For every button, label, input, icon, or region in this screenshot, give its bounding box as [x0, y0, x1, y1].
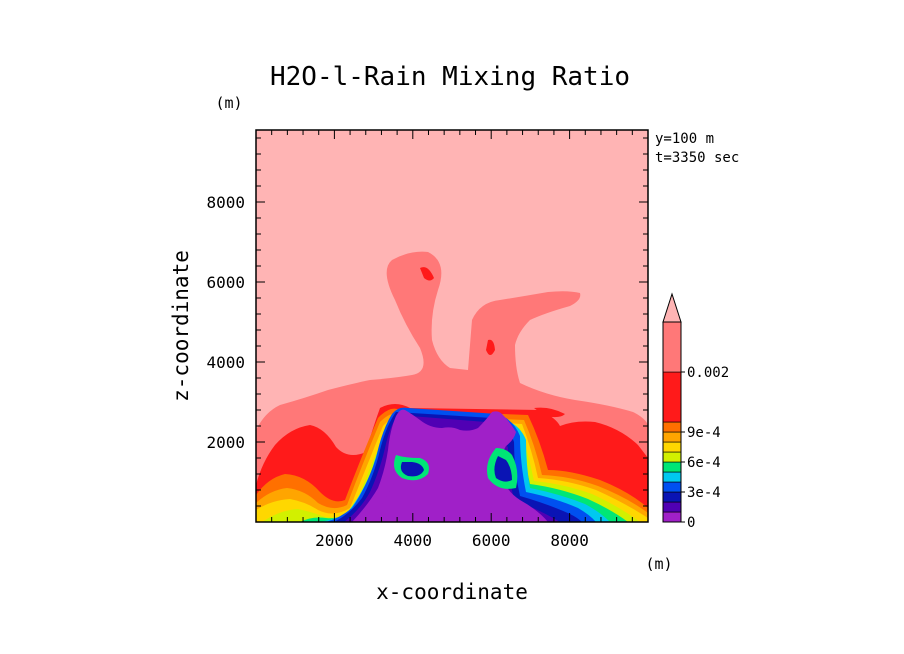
y-tick-label: 6000 — [206, 273, 245, 292]
contour-field — [256, 130, 648, 522]
colorbar-band — [662, 481, 682, 493]
colorbar-band — [662, 321, 682, 373]
colorbar-band — [662, 461, 682, 473]
colorbar-band — [662, 471, 682, 483]
contour-core-fill — [372, 438, 536, 522]
x-axis-label: x-coordinate — [376, 580, 528, 604]
colorbar-band — [662, 491, 682, 503]
x-tick-labels: 2000 4000 6000 8000 — [315, 531, 589, 550]
x-unit-label: (m) — [645, 555, 672, 573]
colorbar-label: 0 — [687, 515, 695, 531]
y-tick-labels: 2000 4000 6000 8000 — [206, 193, 245, 452]
axis-ticks — [255, 130, 649, 523]
colorbar-band — [662, 431, 682, 443]
chart-title: H2O-l-Rain Mixing Ratio — [270, 62, 630, 92]
colorbar-frame — [662, 321, 682, 523]
colorbar-band — [662, 371, 682, 423]
contour-spot-2 — [486, 339, 495, 355]
colorbar-label: 0.002 — [687, 365, 729, 381]
colorbar-label: 9e-4 — [687, 425, 721, 441]
contour-core-loop-left-inner — [400, 462, 424, 477]
y-tick-label: 2000 — [206, 433, 245, 452]
x-tick-label: 2000 — [315, 531, 354, 550]
contour-core-loop-right-inner — [494, 456, 512, 482]
colorbar — [662, 292, 682, 523]
y-tick-label: 8000 — [206, 193, 245, 212]
colorbar-band — [662, 501, 682, 513]
colorbar-label: 6e-4 — [687, 455, 721, 471]
y-axis-label: z-coordinate — [169, 250, 193, 402]
colorbar-band — [662, 511, 682, 523]
x-tick-label: 6000 — [472, 531, 511, 550]
annotation-t: t=3350 sec — [655, 150, 739, 166]
contour-spot-3 — [534, 407, 565, 418]
x-tick-label: 4000 — [394, 531, 433, 550]
plot-frame — [255, 129, 649, 523]
y-tick-label: 4000 — [206, 353, 245, 372]
y-unit-label: (m) — [215, 94, 242, 112]
x-tick-label: 8000 — [550, 531, 589, 550]
colorbar-band — [662, 421, 682, 433]
annotation-y: y=100 m — [655, 131, 714, 147]
colorbar-label: 3e-4 — [687, 485, 721, 501]
colorbar-band — [662, 441, 682, 453]
colorbar-extension-arrow — [662, 292, 682, 323]
contour-spot-1 — [420, 267, 434, 281]
colorbar-band — [662, 451, 682, 463]
colorbar-labels: 0.002 9e-4 6e-4 3e-4 0 — [681, 365, 729, 531]
